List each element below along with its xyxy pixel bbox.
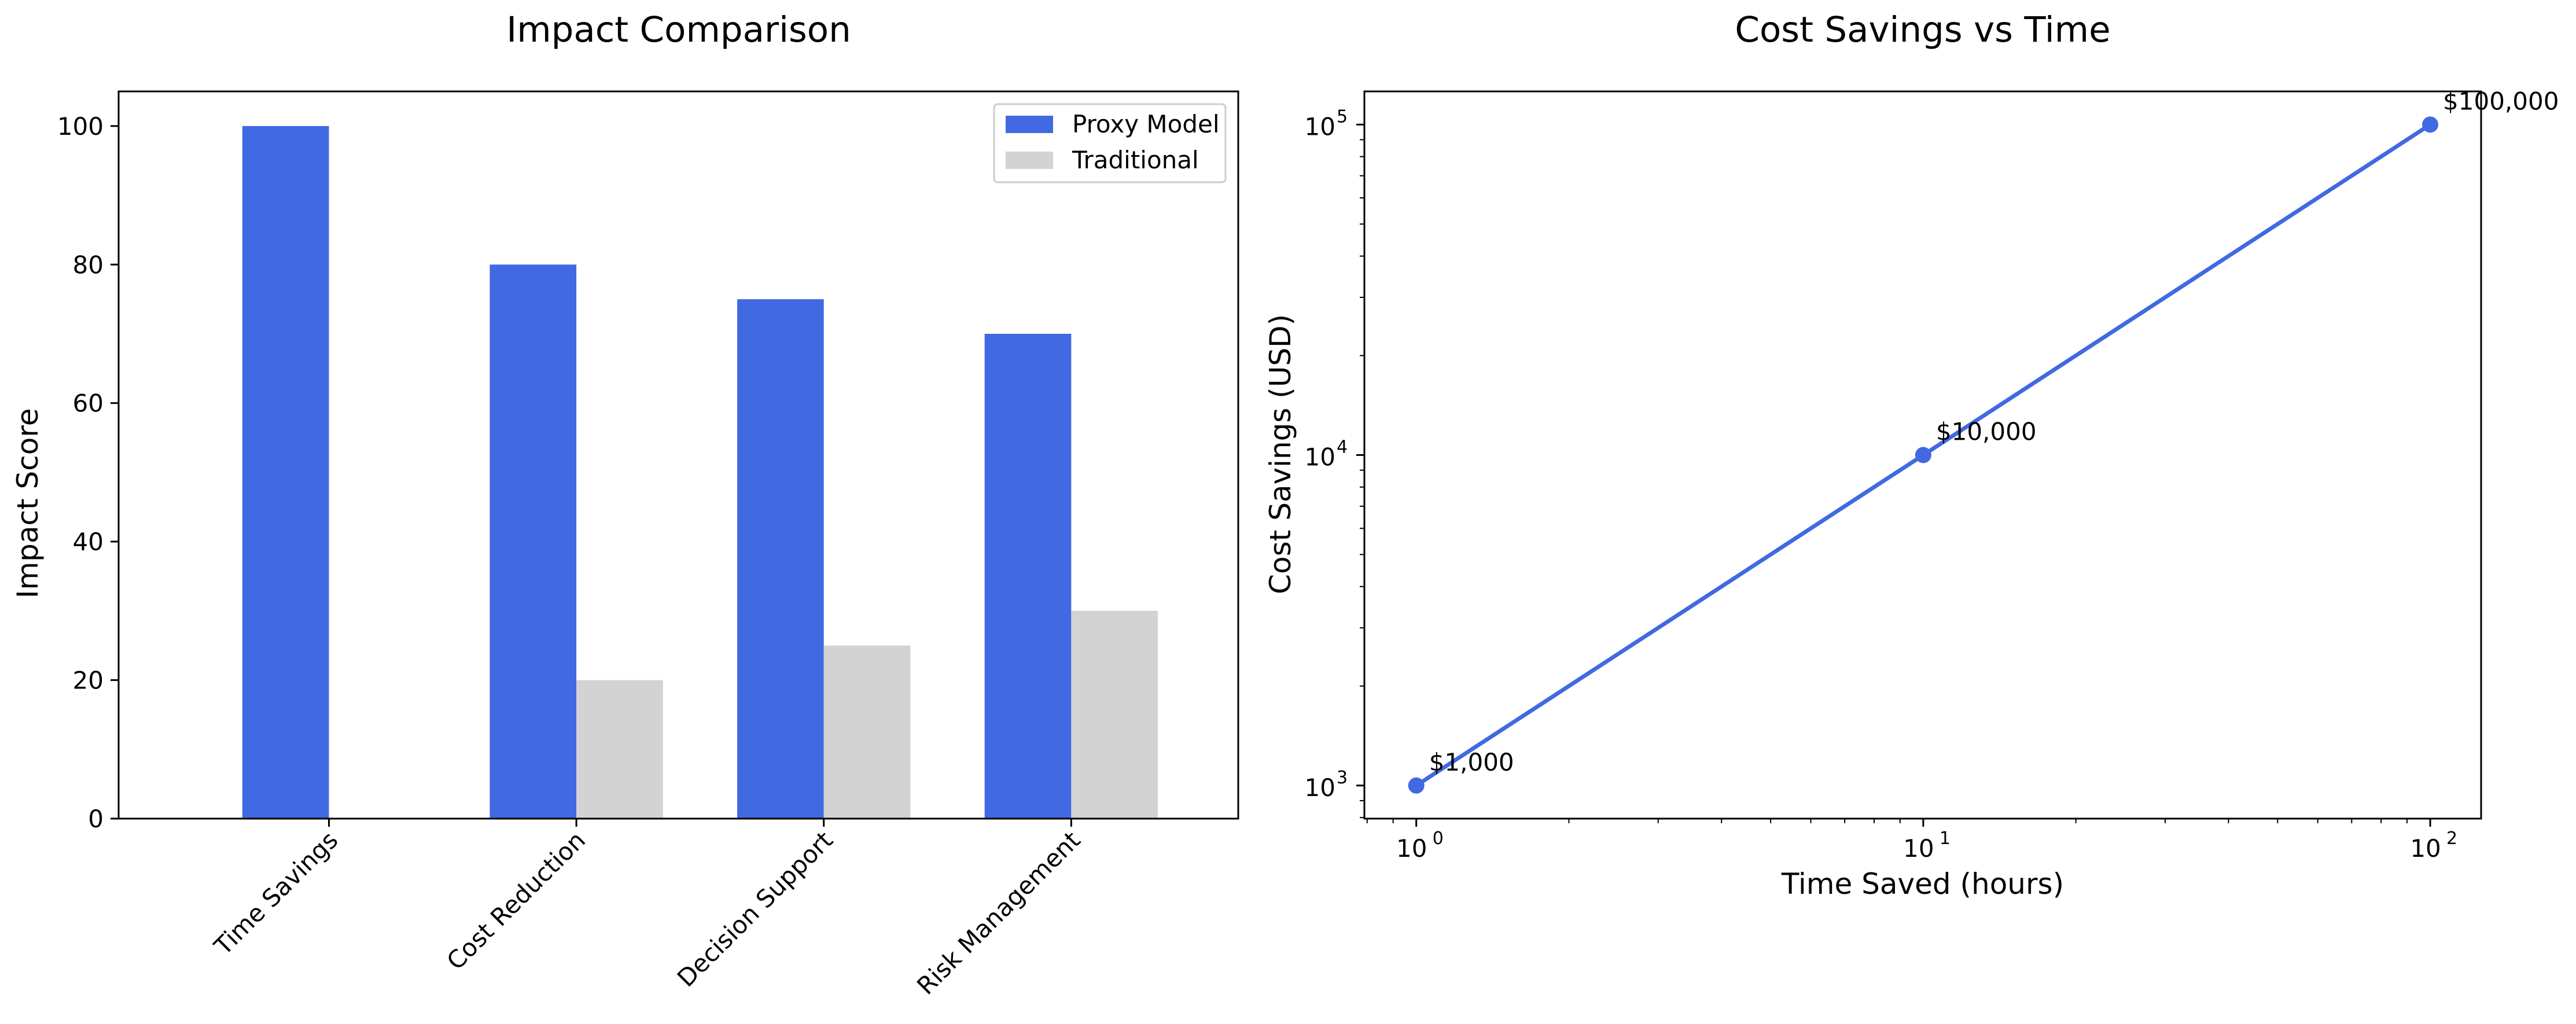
y-tick-label-1000: 10	[1305, 773, 1335, 802]
x-tick-exp-1: 0	[1433, 828, 1444, 849]
x-tick-label-cost-reduction: Cost Reduction	[441, 826, 591, 975]
bar-proxy-model-time-savings	[242, 126, 329, 819]
x-tick-exp-100: 2	[2446, 828, 2457, 849]
data-label-10: $10,000	[1936, 418, 2037, 446]
x-tick-label-decision-support: Decision Support	[672, 826, 838, 992]
bar-legend: Proxy Model Traditional	[993, 103, 1227, 183]
y-tick-label-100000: 10	[1305, 112, 1335, 141]
y-tick-exp-1000: 3	[1337, 768, 1348, 788]
x-tick-label-100: 10	[2410, 834, 2441, 863]
bar-chart-ylabel: Impact Score	[11, 408, 45, 599]
line-chart: Cost Savings vs Time Time Saved (hours) …	[1264, 9, 2559, 901]
data-label-1: $1,000	[1429, 748, 1514, 776]
x-tick-exp-10: 1	[1940, 828, 1951, 849]
line-chart-title: Cost Savings vs Time	[1735, 9, 2110, 50]
y-tick-exp-10000: 4	[1337, 437, 1348, 458]
x-tick-label-1: 10	[1396, 834, 1427, 863]
x-tick-label-10: 10	[1903, 834, 1934, 863]
legend-swatch-proxy-model	[1006, 116, 1053, 133]
y-tick-label-40: 40	[73, 528, 104, 556]
y-tick-label-20: 20	[73, 666, 104, 695]
bar-proxy-model-decision-support	[737, 299, 824, 819]
bar-traditional-decision-support	[823, 645, 911, 819]
x-tick-label-time-savings: Time Savings	[208, 826, 343, 960]
bar-traditional-cost-reduction	[576, 680, 663, 819]
y-tick-label-0: 0	[88, 805, 104, 833]
y-tick-exp-100000: 5	[1337, 106, 1348, 127]
bar-plot-frame	[117, 90, 1239, 820]
line-chart-xlabel: Time Saved (hours)	[1781, 867, 2064, 901]
legend-swatch-traditional	[1006, 152, 1053, 169]
y-tick-label-60: 60	[73, 389, 104, 418]
legend-label-traditional: Traditional	[1072, 146, 1199, 174]
data-point-10	[1915, 447, 1931, 463]
bar-plot-area: Time Savings Cost Reduction Decision Suppo…	[57, 112, 1158, 1000]
y-tick-label-10000: 10	[1305, 443, 1335, 472]
line-chart-ylabel: Cost Savings (USD)	[1264, 314, 1297, 594]
y-tick-label-100: 100	[57, 112, 104, 141]
legend-label-proxy-model: Proxy Model	[1072, 110, 1220, 138]
data-point-100	[2422, 116, 2439, 133]
x-tick-label-risk-management: Risk Management	[911, 826, 1085, 1000]
bar-traditional-risk-management	[1071, 610, 1158, 819]
y-tick-label-80: 80	[73, 251, 104, 279]
data-point-1	[1408, 777, 1425, 794]
bar-proxy-model-cost-reduction	[490, 264, 577, 819]
bar-proxy-model-risk-management	[984, 334, 1072, 819]
line-plot-frame	[1363, 90, 2482, 820]
bar-chart-title: Impact Comparison	[506, 9, 851, 50]
bar-chart: Impact Comparison Impact Score Time Savi…	[11, 9, 1239, 1000]
